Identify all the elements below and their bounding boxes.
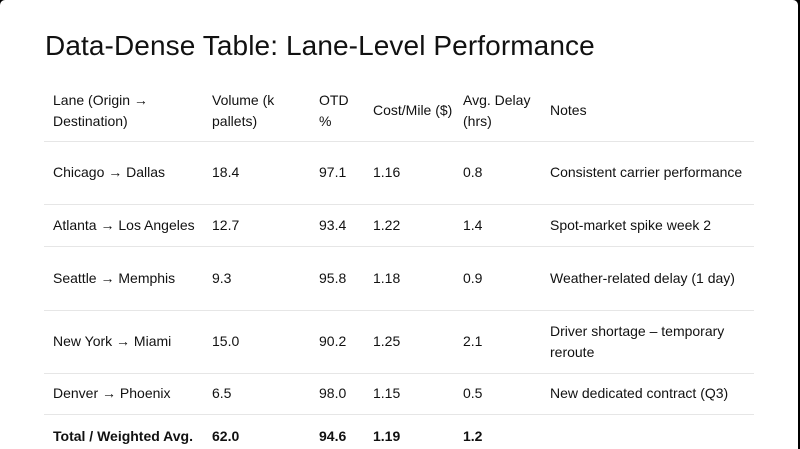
cell-otd: 98.0 bbox=[310, 373, 364, 415]
cell-notes: Driver shortage – temporary reroute bbox=[547, 310, 754, 374]
total-cost: 1.19 bbox=[373, 427, 401, 444]
cell-lane: New York → Miami bbox=[44, 310, 203, 374]
cell-notes: Spot-market spike week 2 bbox=[547, 204, 754, 247]
header-avg-delay: Avg. Delay (hrs) bbox=[454, 81, 547, 142]
cell-cost: 1.15 bbox=[364, 373, 454, 415]
table-total-row: Total / Weighted Avg. 62.0 94.6 1.19 1.2 bbox=[44, 414, 754, 449]
cell-cost: 1.18 bbox=[364, 246, 454, 311]
table-row: Atlanta → Los Angeles 12.7 93.4 1.22 1.4… bbox=[44, 204, 754, 247]
lane-performance-table: Lane (Origin → Destination) Volume (k pa… bbox=[44, 81, 754, 449]
cell-delay: 0.5 bbox=[454, 373, 547, 415]
cell-otd: 95.8 bbox=[310, 246, 364, 311]
cell-volume: 12.7 bbox=[203, 204, 310, 247]
header-notes: Notes bbox=[547, 81, 754, 142]
cell-lane: Seattle → Memphis bbox=[44, 246, 203, 311]
cell-lane: Atlanta → Los Angeles bbox=[44, 204, 203, 247]
cell-otd: 97.1 bbox=[310, 141, 364, 205]
cell-delay: 1.4 bbox=[454, 204, 547, 247]
header-volume: Volume (k pallets) bbox=[203, 81, 310, 142]
table-row: Seattle → Memphis 9.3 95.8 1.18 0.9 Weat… bbox=[44, 246, 754, 311]
header-cost-per-mile: Cost/Mile ($) bbox=[364, 81, 454, 142]
cell-volume: 15.0 bbox=[203, 310, 310, 374]
cell-volume: 18.4 bbox=[203, 141, 310, 205]
table-row: Chicago → Dallas 18.4 97.1 1.16 0.8 Cons… bbox=[44, 141, 754, 205]
slide-title: Data-Dense Table: Lane-Level Performance bbox=[45, 30, 595, 61]
cell-otd: 93.4 bbox=[310, 204, 364, 247]
table-row: Denver → Phoenix 6.5 98.0 1.15 0.5 New d… bbox=[44, 373, 754, 415]
table-row: New York → Miami 15.0 90.2 1.25 2.1 Driv… bbox=[44, 310, 754, 374]
cell-notes: New dedicated contract (Q3) bbox=[547, 373, 754, 415]
total-otd: 94.6 bbox=[319, 427, 347, 444]
table-header-row: Lane (Origin → Destination) Volume (k pa… bbox=[44, 81, 754, 142]
header-lane: Lane (Origin → Destination) bbox=[44, 81, 203, 142]
cell-cost: 1.22 bbox=[364, 204, 454, 247]
cell-lane: Denver → Phoenix bbox=[44, 373, 203, 415]
cell-volume: 6.5 bbox=[203, 373, 310, 415]
total-volume: 62.0 bbox=[212, 427, 240, 444]
header-otd: OTD % bbox=[310, 81, 364, 142]
total-notes bbox=[547, 414, 754, 449]
cell-notes: Weather-related delay (1 day) bbox=[547, 246, 754, 311]
cell-cost: 1.25 bbox=[364, 310, 454, 374]
cell-delay: 2.1 bbox=[454, 310, 547, 374]
total-lane: Total / Weighted Avg. bbox=[53, 427, 193, 444]
cell-delay: 0.8 bbox=[454, 141, 547, 205]
cell-delay: 0.9 bbox=[454, 246, 547, 311]
cell-notes: Consistent carrier performance bbox=[547, 141, 754, 205]
cell-otd: 90.2 bbox=[310, 310, 364, 374]
cell-volume: 9.3 bbox=[203, 246, 310, 311]
total-delay: 1.2 bbox=[463, 427, 483, 444]
cell-cost: 1.16 bbox=[364, 141, 454, 205]
cell-lane: Chicago → Dallas bbox=[44, 141, 203, 205]
